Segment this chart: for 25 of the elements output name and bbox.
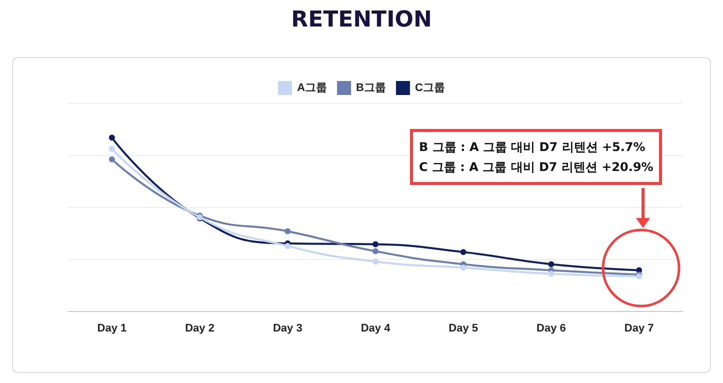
- point: [372, 241, 378, 248]
- point: [284, 228, 291, 234]
- annotation: C 그룹 : A 그룹 대비 D7 리텐션 +20.9%: [419, 159, 654, 176]
- legend-label: C그룹: [414, 82, 445, 94]
- x-tick-label: Day 3: [272, 322, 302, 334]
- x-tick-label: Day 2: [185, 322, 214, 334]
- x-tick-label: Day 7: [624, 322, 654, 334]
- point: [284, 243, 291, 249]
- point: [460, 264, 466, 271]
- point: [460, 249, 466, 256]
- point: [108, 156, 115, 162]
- point: [108, 134, 115, 141]
- x-tick-label: Day 6: [536, 322, 566, 334]
- point: [548, 261, 554, 268]
- x-tick-label: Day 5: [448, 322, 478, 334]
- x-tick-label: Day 1: [97, 322, 127, 334]
- point: [548, 270, 554, 277]
- annotation: B 그룹 : A 그룹 대비 D7 리텐션 +5.7%: [419, 139, 646, 156]
- legend-label: A그룹: [297, 82, 328, 94]
- point: [372, 258, 378, 265]
- chart-title: RETENTION: [291, 8, 432, 32]
- legend-label: B그룹: [356, 82, 386, 94]
- point: [108, 146, 115, 152]
- point: [372, 248, 378, 254]
- x-tick-label: Day 4: [360, 322, 392, 334]
